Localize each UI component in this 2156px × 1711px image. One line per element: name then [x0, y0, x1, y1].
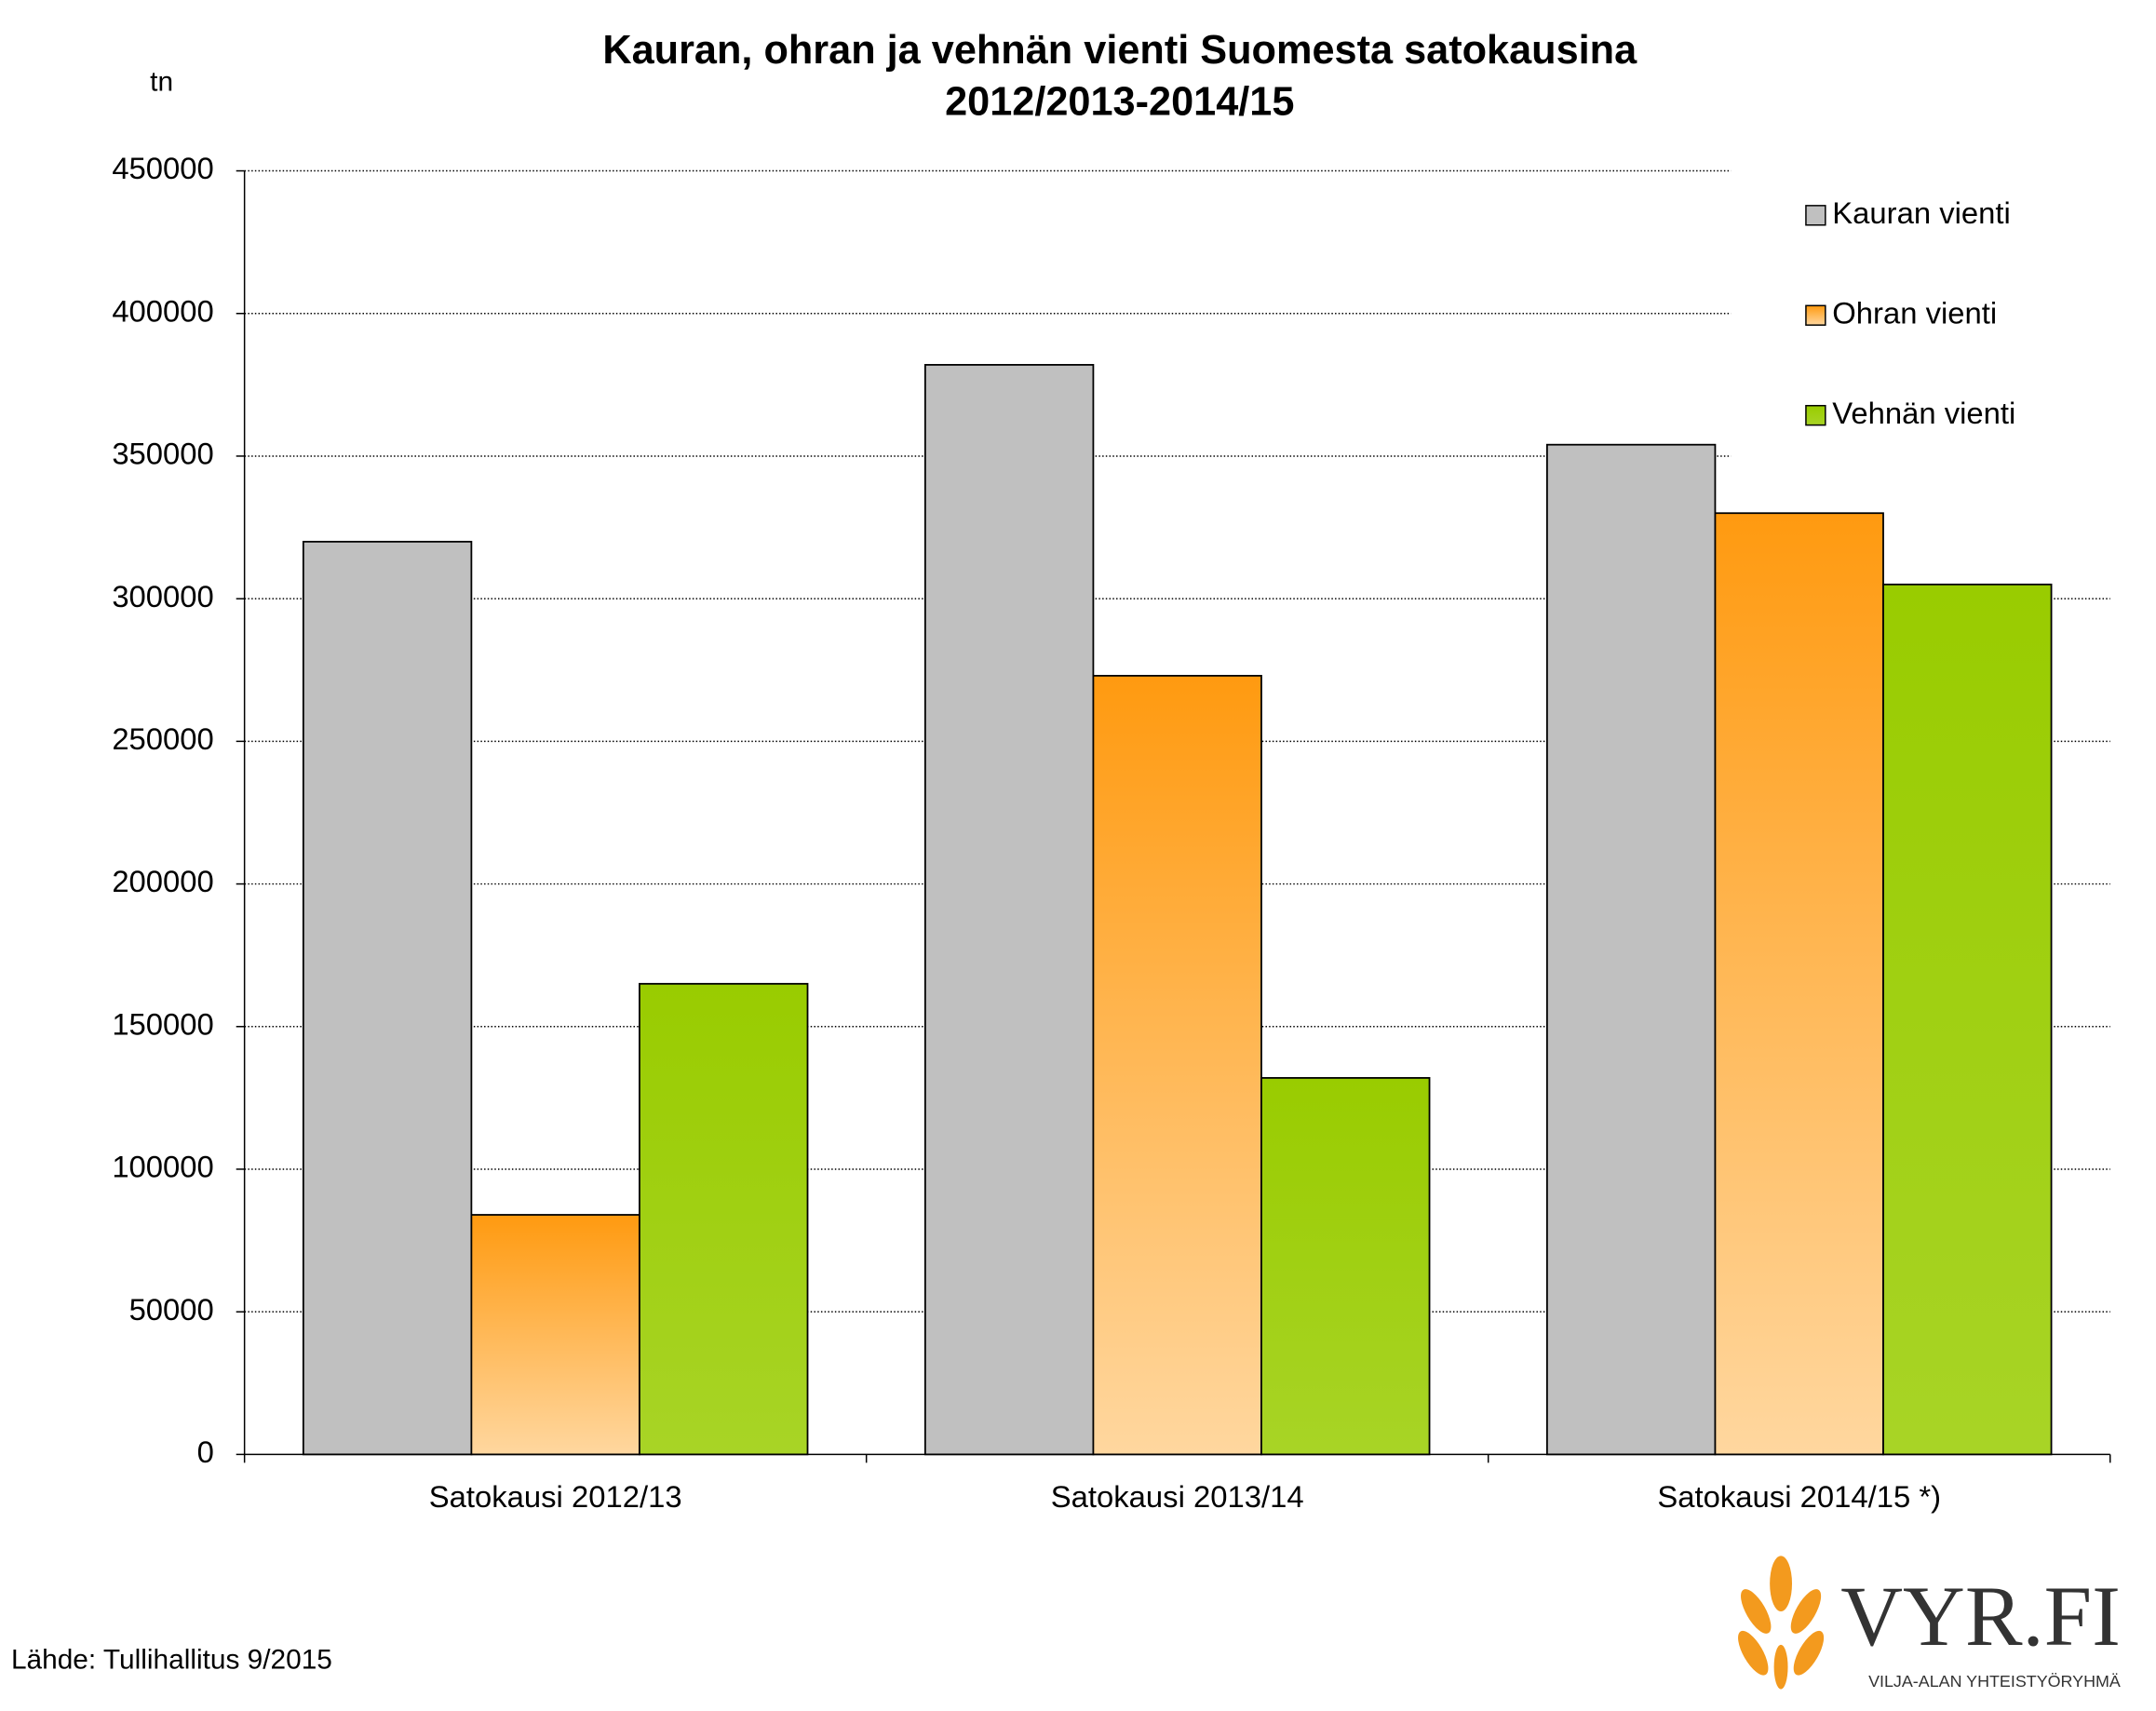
legend-swatch [1805, 404, 1826, 426]
y-tick-label: 150000 [112, 1006, 214, 1041]
bar [1260, 1077, 1431, 1456]
source-note: Lähde: Tullihallitus 9/2015 [11, 1645, 332, 1676]
y-tick-label: 200000 [112, 864, 214, 898]
legend-swatch [1805, 304, 1826, 326]
bar [923, 364, 1095, 1456]
chart-title: 2012/2013-2014/15 [945, 79, 1294, 124]
legend-label: Kauran vienti [1832, 195, 2011, 230]
x-tick-label: Satokausi 2012/13 [429, 1479, 682, 1514]
legend-label: Ohran vienti [1832, 295, 1997, 330]
x-tick-label: Satokausi 2013/14 [1051, 1479, 1304, 1514]
bar [1714, 512, 1884, 1456]
y-tick-label: 350000 [112, 437, 214, 471]
bar [1545, 443, 1717, 1456]
legend-background [1731, 153, 2124, 465]
logo-subtitle: VILJA-ALAN YHTEISTYÖRYHMÄ [1868, 1672, 2121, 1691]
bar [639, 982, 809, 1456]
chart-title: Kauran, ohran ja vehnän vienti Suomesta … [602, 28, 1637, 73]
x-tick-label: Satokausi 2014/15 *) [1657, 1479, 1941, 1514]
y-tick-label: 300000 [112, 579, 214, 613]
logo-text: VYR.FI [1840, 1570, 2121, 1664]
y-tick-label: 0 [197, 1435, 214, 1469]
y-tick-label: 450000 [112, 151, 214, 185]
legend-swatch [1805, 205, 1826, 226]
bar [1882, 583, 2053, 1456]
y-tick-label: 400000 [112, 293, 214, 328]
y-axis-label: tn [150, 66, 173, 97]
y-tick-label: 50000 [129, 1292, 214, 1327]
bar [1092, 674, 1262, 1456]
y-tick-label: 100000 [112, 1150, 214, 1184]
y-tick-label: 250000 [112, 721, 214, 756]
logo: VYR.FI VILJA-ALAN YHTEISTYÖRYHMÄ [1738, 1556, 2121, 1691]
legend-label: Vehnän vienti [1832, 396, 2015, 430]
bar [302, 540, 473, 1456]
bar [470, 1214, 640, 1456]
